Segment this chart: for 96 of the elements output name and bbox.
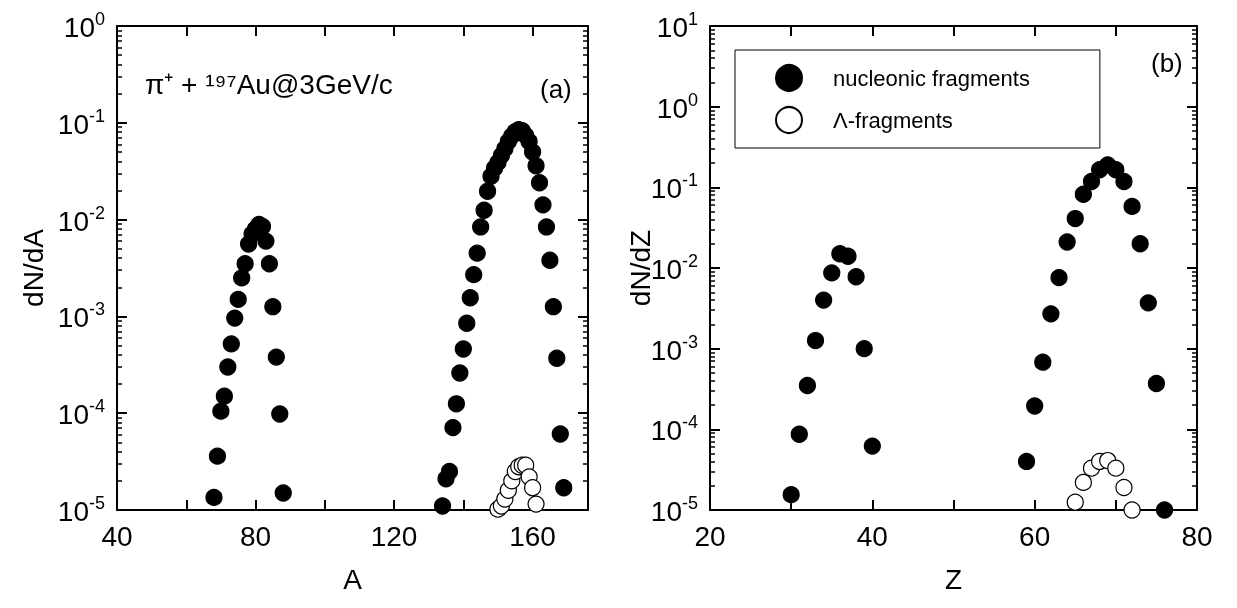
y-tick-label: 10$^{-1}$	[56, 105, 105, 142]
point	[863, 437, 881, 455]
point	[478, 182, 497, 200]
x-tick-label: 80	[239, 520, 272, 552]
point	[544, 298, 562, 316]
point	[1139, 294, 1157, 312]
point	[433, 497, 452, 515]
y-tick-label: 10$^{-2}$	[57, 202, 105, 237]
point	[790, 425, 808, 443]
legend-label: Λ-fragments	[833, 107, 953, 133]
point	[798, 376, 816, 395]
point	[1123, 197, 1141, 216]
x-axis-title: A	[343, 563, 363, 595]
point	[524, 479, 542, 497]
point	[1107, 161, 1125, 179]
point	[555, 479, 573, 497]
point	[451, 364, 469, 382]
x-tick-label: 120	[370, 520, 418, 552]
point	[458, 314, 476, 332]
point	[806, 331, 825, 350]
y-tick-label: 10$^{-4}$	[649, 412, 698, 449]
point	[1042, 305, 1060, 323]
point	[527, 495, 545, 513]
annotation: (a)	[540, 74, 572, 104]
y-tick-label: 10$^{1}$	[655, 9, 698, 45]
point	[855, 340, 873, 358]
point	[1026, 397, 1044, 415]
point	[267, 348, 285, 366]
point	[534, 196, 552, 214]
point	[212, 402, 230, 420]
point	[537, 218, 556, 236]
point	[1074, 185, 1092, 203]
point	[527, 157, 545, 175]
point	[1155, 501, 1174, 519]
point	[472, 218, 490, 236]
point	[222, 335, 240, 353]
point	[1066, 209, 1084, 228]
point	[468, 244, 486, 262]
point	[1115, 172, 1133, 191]
point	[1066, 493, 1084, 511]
point	[1115, 478, 1133, 497]
y-tick-label: 10$^{-3}$	[649, 331, 698, 368]
x-tick-label: 40	[856, 520, 888, 552]
point	[1034, 353, 1052, 371]
y-tick-label: 10$^{-3}$	[57, 299, 105, 334]
point	[454, 340, 472, 358]
point	[447, 395, 465, 413]
point	[271, 405, 289, 423]
y-tick-label: 10$^{-4}$	[56, 396, 105, 433]
point	[444, 419, 462, 437]
point	[1074, 473, 1092, 491]
y-tick-label: 10$^{0}$	[655, 89, 698, 126]
legend-label: nucleonic fragments	[833, 65, 1030, 91]
point	[233, 269, 251, 287]
y-axis-title: dN/dA	[17, 228, 49, 307]
y-tick-label: 10$^{0}$	[62, 9, 105, 45]
point	[274, 484, 292, 502]
point	[551, 425, 569, 443]
point	[530, 174, 549, 192]
point	[440, 462, 459, 481]
point	[782, 486, 800, 504]
point	[524, 143, 542, 161]
x-tick-label: 60	[1019, 520, 1051, 552]
point	[205, 488, 223, 506]
point	[229, 290, 247, 308]
x-tick-label: 160	[509, 520, 556, 552]
point	[847, 268, 865, 286]
point	[823, 264, 841, 282]
point	[1017, 452, 1036, 471]
point	[815, 291, 833, 309]
point	[1131, 235, 1149, 253]
annotation: (b)	[1151, 48, 1183, 78]
point	[1082, 172, 1101, 191]
point	[475, 201, 493, 219]
point	[257, 232, 275, 250]
point	[264, 298, 282, 316]
point	[236, 255, 254, 273]
point	[839, 247, 857, 265]
point	[1123, 501, 1141, 519]
point	[219, 358, 237, 376]
point	[548, 349, 566, 367]
point	[1107, 459, 1125, 477]
point	[260, 255, 278, 273]
point	[541, 251, 559, 269]
point	[208, 447, 227, 465]
annotation: π⁺ + ¹⁹⁷Au@3GeV/c	[145, 68, 393, 100]
x-axis-title: Z	[944, 563, 963, 595]
point	[465, 266, 483, 284]
point	[461, 289, 479, 307]
point	[1050, 269, 1068, 287]
point	[226, 309, 244, 327]
point	[215, 387, 233, 405]
y-tick-label: 10$^{-1}$	[649, 170, 698, 207]
point	[1147, 374, 1166, 393]
x-tick-label: 80	[1181, 520, 1213, 552]
point	[1058, 233, 1076, 251]
